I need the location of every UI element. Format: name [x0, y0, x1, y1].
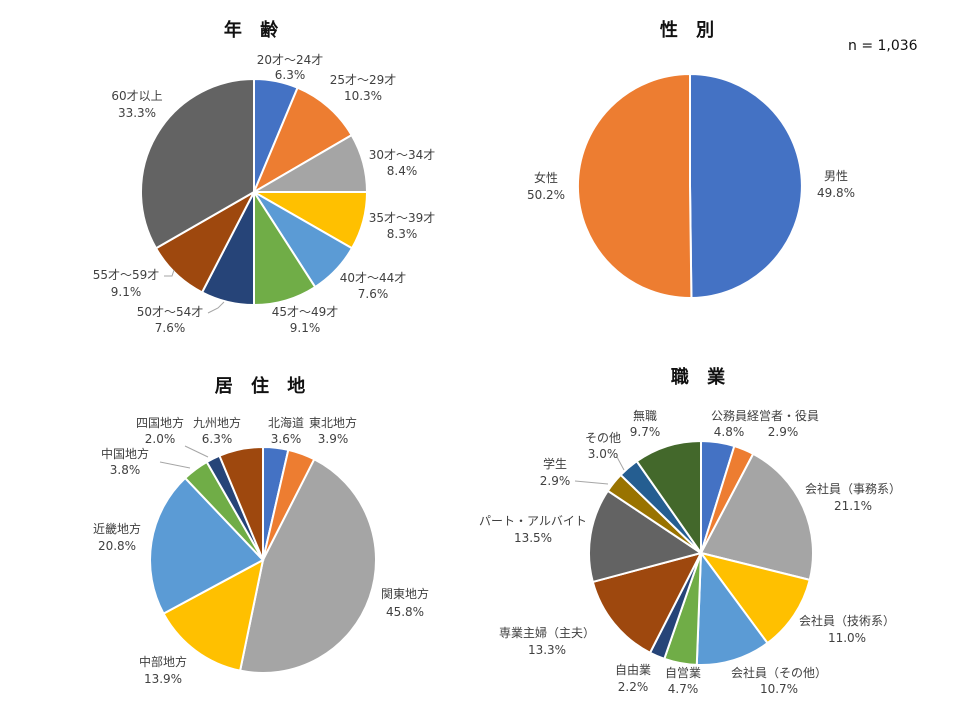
region-slice-name-3: 関東地方 — [381, 586, 429, 601]
sex-slice-name-1: 男性 — [824, 169, 848, 183]
age-slice-name-8: 55才～59才 — [93, 268, 160, 282]
job-slice-5 — [695, 550, 769, 666]
age-slice-percent-9: 33.3% — [118, 106, 156, 120]
region-slice-name-1: 北海道 — [268, 415, 304, 430]
sex-pie-chart: 性 別男性 49.8% 女性 50.2% — [527, 19, 855, 300]
age-slice-percent-3: 8.4% — [387, 164, 418, 178]
job-slice-percent-3: 21.1% — [834, 499, 872, 513]
age-slice-name-4: 35才～39才 — [369, 211, 436, 225]
region-slice-name-8: 九州地方 — [193, 415, 241, 430]
age-slice-percent-8: 9.1% — [111, 285, 142, 299]
job-slice-8 — [591, 551, 703, 655]
job-slice-name-8: 専業主婦（主夫） — [499, 625, 595, 640]
age-slice-percent-2: 10.3% — [344, 89, 382, 103]
job-slice-percent-2: 2.9% — [768, 425, 799, 439]
region-slice-name-7: 四国地方 — [136, 415, 184, 430]
job-slice-percent-8: 13.3% — [528, 643, 566, 657]
sex-slice-percent-1: 49.8% — [817, 186, 855, 200]
region-slice-8 — [218, 445, 264, 561]
job-slice-9 — [588, 489, 704, 584]
age-slice-percent-1: 6.3% — [275, 68, 306, 82]
job-leader-line-11 — [616, 456, 625, 471]
region-slice-percent-5: 20.8% — [98, 539, 136, 553]
region-slice-percent-2: 3.9% — [318, 432, 349, 446]
age-slice-percent-7: 7.6% — [155, 321, 186, 335]
region-chart-title: 居 住 地 — [215, 375, 312, 397]
age-slice-percent-6: 9.1% — [290, 321, 321, 335]
job-slice-name-4: 会社員（技術系） — [799, 613, 895, 628]
age-slice-name-9: 60才以上 — [111, 89, 162, 103]
job-slice-name-12: 無職 — [633, 408, 657, 423]
region-slice-percent-4: 13.9% — [144, 672, 182, 686]
region-slice-percent-1: 3.6% — [271, 432, 302, 446]
region-slice-percent-8: 6.3% — [202, 432, 233, 446]
job-slice-name-3: 会社員（事務系） — [805, 481, 901, 496]
sex-slice-1 — [689, 72, 803, 300]
age-slice-9 — [140, 77, 255, 250]
region-slice-percent-3: 45.8% — [386, 605, 424, 619]
job-slice-percent-4: 11.0% — [828, 631, 866, 645]
age-slice-name-1: 20才～24才 — [257, 53, 324, 67]
age-slice-name-2: 25才～29才 — [330, 73, 397, 87]
sex-slice-name-2: 女性 — [534, 170, 558, 185]
age-leader-line-7 — [207, 301, 225, 314]
region-leader-line-7 — [184, 445, 209, 458]
job-slice-percent-9: 13.5% — [514, 531, 552, 545]
region-slice-percent-7: 2.0% — [145, 432, 176, 446]
job-slice-percent-6: 4.7% — [668, 682, 699, 696]
region-slice-5 — [149, 476, 265, 615]
age-chart-title: 年 齢 — [224, 19, 284, 41]
age-leader-line-8 — [164, 269, 175, 277]
region-leader-line-6 — [159, 461, 191, 469]
job-slice-name-5: 会社員（その他） — [731, 665, 827, 680]
age-slice-name-7: 50才～54才 — [137, 305, 204, 319]
job-slice-name-2: 経営者・役員 — [747, 408, 819, 423]
age-slice-name-5: 40才～44才 — [340, 271, 407, 285]
job-slice-name-9: パート・アルバイト — [479, 514, 587, 528]
region-slice-name-4: 中部地方 — [139, 654, 187, 669]
job-slice-percent-12: 9.7% — [630, 425, 661, 439]
job-chart-title: 職 業 — [671, 366, 731, 388]
job-slice-percent-7: 2.2% — [618, 680, 649, 694]
age-slice-percent-5: 7.6% — [358, 287, 389, 301]
job-slice-name-6: 自営業 — [665, 666, 701, 680]
job-leader-line-10 — [574, 480, 609, 485]
sex-chart-title: 性 別 — [660, 19, 720, 41]
job-slice-percent-5: 10.7% — [760, 682, 798, 696]
region-slice-4 — [162, 558, 265, 672]
region-slice-name-2: 東北地方 — [309, 415, 357, 430]
age-slice-name-3: 30才～34才 — [369, 148, 436, 162]
age-slice-2 — [251, 86, 353, 195]
age-slice-percent-4: 8.3% — [387, 227, 418, 241]
job-slice-3 — [699, 452, 814, 582]
age-slice-name-6: 45才～49才 — [272, 305, 339, 319]
region-slice-3 — [238, 457, 378, 674]
region-slice-name-6: 中国地方 — [101, 446, 149, 461]
sex-slice-2 — [576, 72, 693, 299]
job-slice-name-11: その他 — [585, 431, 621, 445]
job-slice-percent-1: 4.8% — [714, 425, 745, 439]
sample-size: n = 1,036 — [848, 38, 918, 54]
sex-slice-percent-2: 50.2% — [527, 188, 565, 202]
job-slice-percent-10: 2.9% — [540, 474, 571, 488]
job-slice-name-7: 自由業 — [615, 663, 651, 677]
job-slice-4 — [698, 551, 811, 645]
job-slice-name-1: 公務員 — [711, 409, 747, 423]
job-slice-12 — [635, 439, 702, 557]
region-slice-name-5: 近畿地方 — [93, 521, 141, 536]
job-slice-name-10: 学生 — [543, 456, 567, 471]
region-slice-percent-6: 3.8% — [110, 463, 141, 477]
job-slice-percent-11: 3.0% — [588, 447, 619, 461]
